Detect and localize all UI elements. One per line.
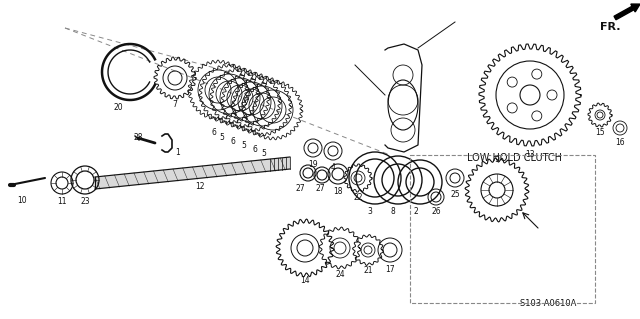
Text: 21: 21 bbox=[364, 266, 372, 275]
Text: LOW HOLD CLUTCH: LOW HOLD CLUTCH bbox=[467, 153, 562, 163]
Bar bbox=[410, 155, 595, 303]
Text: 20: 20 bbox=[113, 103, 123, 112]
Text: 9: 9 bbox=[495, 155, 499, 164]
Text: 22: 22 bbox=[353, 193, 363, 202]
Text: 27: 27 bbox=[315, 184, 325, 193]
Text: 3: 3 bbox=[367, 207, 372, 216]
Text: 18: 18 bbox=[333, 187, 343, 196]
Text: 2: 2 bbox=[413, 207, 419, 216]
Text: FR.: FR. bbox=[600, 22, 621, 32]
Text: 11: 11 bbox=[57, 197, 67, 206]
Text: 6: 6 bbox=[253, 145, 257, 154]
Text: 25: 25 bbox=[450, 190, 460, 199]
Text: 5: 5 bbox=[220, 133, 225, 142]
Text: 13: 13 bbox=[525, 150, 535, 159]
Polygon shape bbox=[95, 157, 290, 189]
Text: 24: 24 bbox=[335, 270, 345, 279]
Text: 27: 27 bbox=[296, 184, 305, 193]
Text: 28: 28 bbox=[133, 133, 143, 142]
Text: 6: 6 bbox=[230, 137, 236, 146]
Text: 14: 14 bbox=[300, 276, 310, 285]
Text: 26: 26 bbox=[431, 207, 441, 216]
Text: S103 A0610A: S103 A0610A bbox=[520, 299, 577, 308]
Text: 4: 4 bbox=[331, 163, 335, 172]
Text: 7: 7 bbox=[173, 100, 177, 109]
Text: 19: 19 bbox=[308, 160, 318, 169]
Text: 23: 23 bbox=[80, 197, 90, 206]
Text: 5: 5 bbox=[241, 141, 246, 150]
Text: 8: 8 bbox=[390, 207, 396, 216]
Text: 5: 5 bbox=[262, 149, 266, 158]
Text: 12: 12 bbox=[195, 182, 205, 191]
Text: 6: 6 bbox=[212, 128, 216, 137]
Text: 16: 16 bbox=[615, 138, 625, 147]
FancyArrow shape bbox=[614, 4, 640, 20]
Text: 10: 10 bbox=[17, 196, 27, 205]
Text: 17: 17 bbox=[385, 265, 395, 274]
Text: 15: 15 bbox=[595, 128, 605, 137]
Text: 1: 1 bbox=[175, 148, 180, 157]
